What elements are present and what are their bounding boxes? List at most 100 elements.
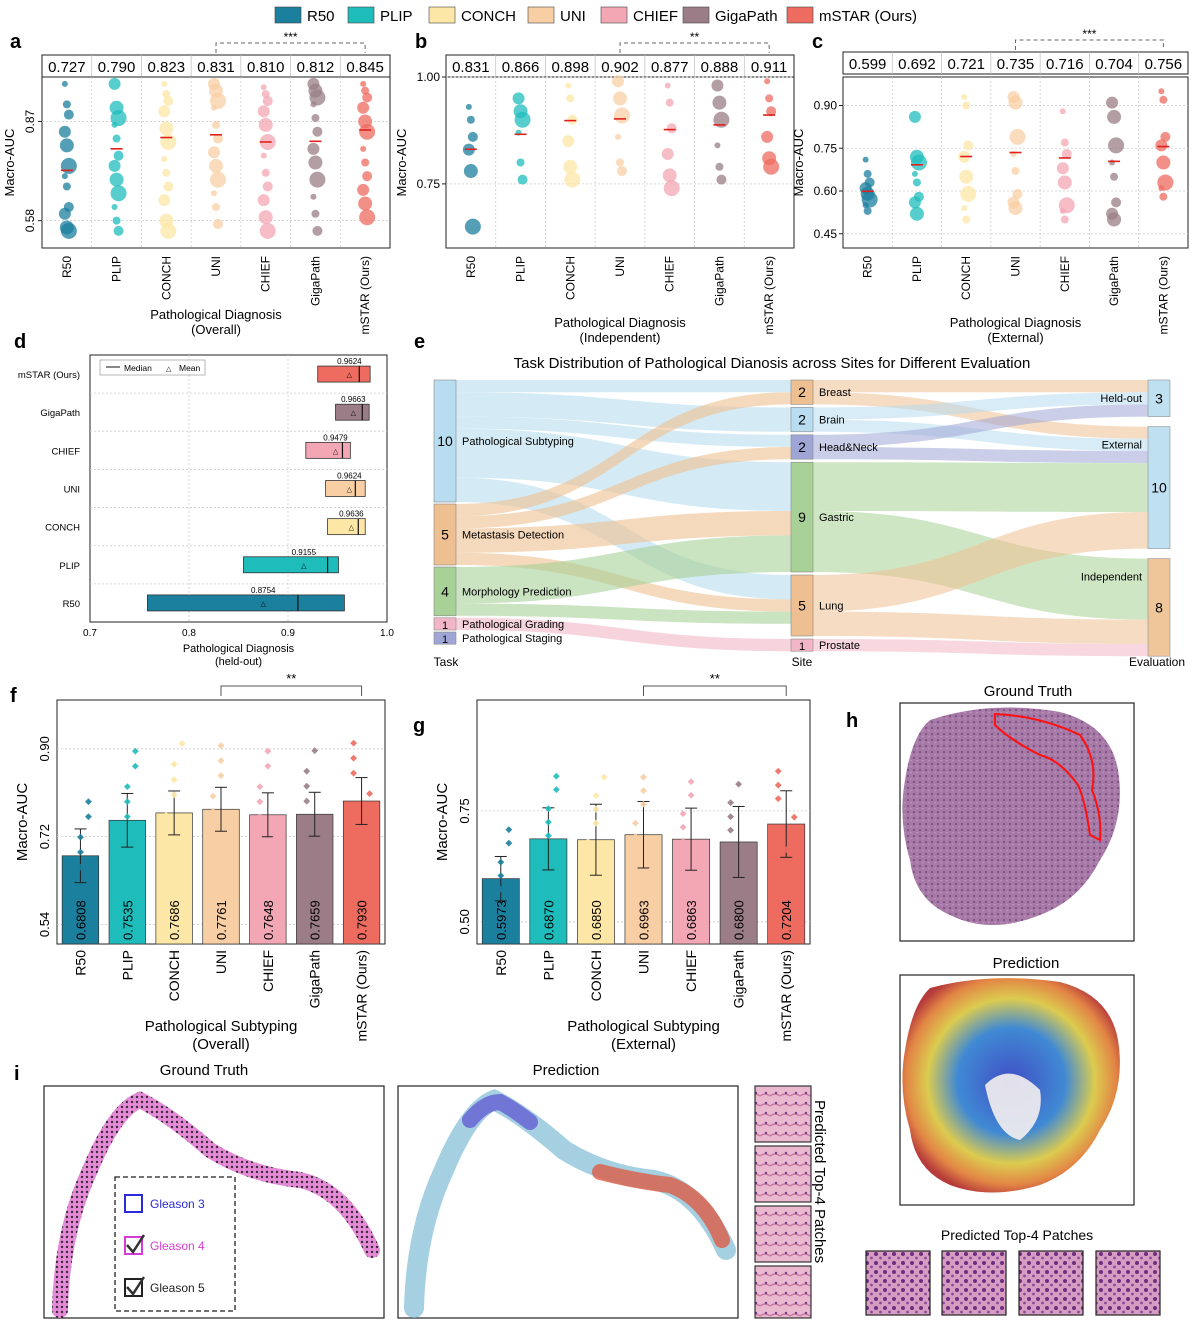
panel-g-point-1-3: ◆ (537, 862, 544, 872)
panel-a-point-0-0 (61, 80, 68, 87)
e-eval-count-2: 8 (1155, 599, 1163, 615)
panel-c-point-1-2 (910, 154, 927, 171)
panel-f-point-0-1: ◆ (77, 862, 84, 872)
panel-f-point-3-5: ◆ (226, 841, 233, 851)
panel-f-point-6-5: ◆ (366, 788, 373, 798)
legend-label-4: CHIEF (633, 8, 678, 25)
panel-g-point-1-5: ◆ (553, 771, 560, 781)
panel-c-point-0-6 (862, 202, 869, 209)
panel-a-xtick-label-2: CONCH (159, 256, 173, 300)
panel-g-point-3-5: ◆ (648, 863, 655, 873)
e-flow-task-site-2 (456, 416, 791, 447)
e-site-label-4: Lung (819, 601, 843, 613)
panel-c-xlabel-sub: (External) (987, 330, 1043, 345)
h-annotation-outline (994, 712, 1102, 842)
panel-f-point-4-0: ◆ (256, 811, 263, 821)
panel-f-point-4-7: ◆ (264, 867, 271, 877)
legend-label-5: GigaPath (715, 8, 778, 25)
e-task-label-1: Metastasis Detection (462, 530, 564, 542)
panel-f-point-2-0: ◆ (163, 839, 170, 849)
panel-g-xtick-label-1: PLIP (540, 950, 556, 980)
e-flow-site-eval-6 (813, 462, 1148, 512)
e-task-count-4: 1 (442, 634, 448, 646)
panel-f-point-6-2: ◆ (366, 803, 373, 813)
panel-c-point-4-2 (1061, 148, 1072, 159)
panel-g-xlabel: Pathological Subtyping (567, 1018, 720, 1035)
panel-a-point-6-9 (357, 183, 370, 196)
d-box-0 (317, 365, 371, 383)
e-flow-site-eval-8 (813, 512, 1148, 612)
panel-b-point-4-4 (662, 168, 677, 183)
panel-f-point-5-5: ◆ (319, 816, 326, 826)
panel-g-point-6-5: ◆ (791, 812, 798, 822)
panel-b-mean-label-4: 0.877 (651, 59, 689, 76)
panel-a-point-5-9 (310, 193, 317, 200)
panel-f-point-3-1: ◆ (218, 770, 225, 780)
panel-g-xtick-label-5: GigaPath (731, 950, 747, 1008)
panel-a-xtick-label-4: CHIEF (259, 256, 273, 292)
panel-c-point-2-5 (960, 185, 977, 202)
i-ground-truth-title: Ground Truth (160, 1062, 248, 1079)
e-site-count-3: 9 (798, 509, 806, 525)
d-legend-median-label: Median (124, 363, 152, 373)
d-box-3 (325, 480, 366, 497)
panel-c-point-3-2 (1009, 128, 1026, 145)
panel-a-point-1-8 (110, 185, 127, 202)
e-site-node-0 (790, 379, 814, 405)
e-title: Task Distribution of Pathological Dianos… (514, 355, 1031, 372)
panel-b-point-2-3 (562, 135, 575, 148)
panel-a-significance-bracket (215, 42, 366, 53)
panel-b-point-3-0 (612, 75, 624, 88)
panel-f-point-6-6: ◆ (350, 737, 357, 747)
panel-g-point-2-7: ◆ (592, 790, 599, 800)
panel-c-point-5-4 (1110, 172, 1119, 181)
panel-g-point-3-6: ◆ (632, 817, 639, 827)
e-task-node-2 (433, 566, 457, 617)
panel-c-point-3-7 (1008, 201, 1023, 216)
panel-g-point-0-3: ◆ (489, 916, 496, 926)
i-legend-box-0 (124, 1194, 143, 1213)
legend-label-0: R50 (307, 8, 335, 25)
panel-f-point-4-3: ◆ (256, 796, 263, 806)
e-eval-label-0: Held-out (1100, 393, 1142, 405)
panel-f-point-4-1: ◆ (264, 761, 271, 771)
d-mean-marker-0: △ (347, 372, 353, 379)
panel-c-point-0-7 (863, 206, 872, 215)
panel-c-means-box (842, 51, 1189, 75)
d-mean-label-2: 0.9479 (323, 433, 348, 442)
panel-b-point-3-4 (616, 158, 624, 167)
panel-f-xtick-label-2: CONCH (166, 950, 182, 1001)
panel-f-point-2-4: ◆ (171, 774, 178, 784)
panel-g-point-1-2: ◆ (553, 784, 560, 794)
e-site-node-5 (790, 638, 814, 652)
panel-f-point-5-4: ◆ (311, 867, 318, 877)
panel-b-significance-bracket (619, 42, 770, 53)
panel-g-point-5-3: ◆ (727, 811, 734, 821)
panel-g-significance-stars: ** (710, 671, 720, 686)
panel-a-point-0-9 (58, 207, 71, 220)
panel-f-point-0-6: ◆ (69, 882, 76, 892)
i-prediction-strip-cool (462, 1093, 538, 1130)
d-ytick-label-5: PLIP (59, 561, 80, 572)
panel-a-point-3-7 (209, 158, 223, 173)
panel-c-xtick-label-0: R50 (861, 256, 875, 278)
panel-g-point-3-4: ◆ (640, 785, 647, 795)
d-xtick-label-1: 0.8 (182, 628, 196, 639)
e-eval-count-0: 3 (1155, 390, 1163, 406)
e-flow-task-site-5 (456, 392, 791, 517)
panel-c-mean-label-2: 0.721 (947, 56, 985, 73)
panel-a-point-4-7 (261, 168, 270, 177)
panel-c-point-2-0 (961, 93, 968, 100)
legend-swatch-5 (682, 6, 710, 24)
panel-g-point-4-1: ◆ (688, 789, 695, 799)
panel-a-mean-label-3: 0.831 (197, 59, 235, 76)
i-patch-3 (754, 1205, 812, 1263)
panel-b-xtick-label-0: R50 (464, 256, 478, 278)
panel-b-mean-label-1: 0.866 (502, 59, 540, 76)
e-flow-site-eval-5 (813, 447, 1148, 464)
panel-a-point-1-5 (113, 150, 124, 161)
panel-a-point-2-4 (159, 121, 174, 136)
panel-a-point-1-7 (109, 172, 124, 187)
panel-label-h: h (846, 710, 858, 732)
panel-b-xlabel-sub: (Independent) (580, 330, 661, 345)
